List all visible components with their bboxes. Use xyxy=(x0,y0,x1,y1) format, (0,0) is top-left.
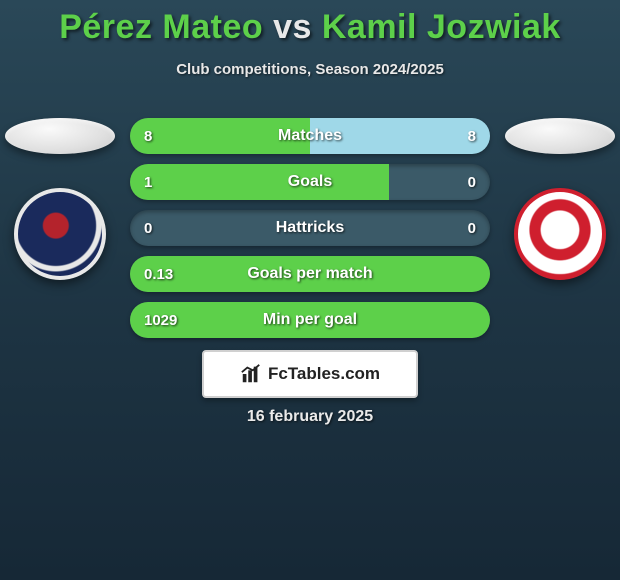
stat-label: Hattricks xyxy=(130,210,490,246)
stat-value-right: 0 xyxy=(454,164,490,200)
comparison-title: Pérez Mateo vs Kamil Jozwiak xyxy=(0,0,620,47)
chart-icon xyxy=(240,363,262,385)
stat-value-right xyxy=(462,256,490,292)
date-line: 16 february 2025 xyxy=(0,408,620,426)
stat-row-hattricks: 0 0Hattricks xyxy=(130,210,490,246)
player2-name: Kamil Jozwiak xyxy=(322,8,561,46)
granada-cf-crest xyxy=(514,188,606,280)
player1-club-crest xyxy=(10,184,110,284)
player1-photo-placeholder xyxy=(5,118,115,154)
stat-value-left: 1 xyxy=(130,164,166,200)
bar-left xyxy=(130,164,389,200)
sd-huesca-crest xyxy=(14,188,106,280)
player2-photo-placeholder xyxy=(505,118,615,154)
stat-row-goals: 10Goals xyxy=(130,164,490,200)
stats-panel: 88Matches10Goals00Hattricks0.13Goals per… xyxy=(130,118,490,348)
stat-value-left: 8 xyxy=(130,118,166,154)
stat-value-right xyxy=(462,302,490,338)
right-player-column xyxy=(500,118,620,284)
stat-value-right: 8 xyxy=(454,118,490,154)
subtitle: Club competitions, Season 2024/2025 xyxy=(0,61,620,78)
stat-value-left: 0 xyxy=(130,210,166,246)
stat-row-matches: 88Matches xyxy=(130,118,490,154)
player1-name: Pérez Mateo xyxy=(59,8,263,46)
brand-text: FcTables.com xyxy=(268,364,380,384)
player2-club-crest xyxy=(510,184,610,284)
left-player-column xyxy=(0,118,120,284)
stat-row-min-per-goal: 1029Min per goal xyxy=(130,302,490,338)
stat-value-left: 0.13 xyxy=(130,256,187,292)
stat-row-goals-per-match: 0.13Goals per match xyxy=(130,256,490,292)
vs-text: vs xyxy=(273,8,312,46)
stat-value-right: 0 xyxy=(454,210,490,246)
stat-value-left: 1029 xyxy=(130,302,191,338)
brand-badge: FcTables.com xyxy=(202,350,418,398)
